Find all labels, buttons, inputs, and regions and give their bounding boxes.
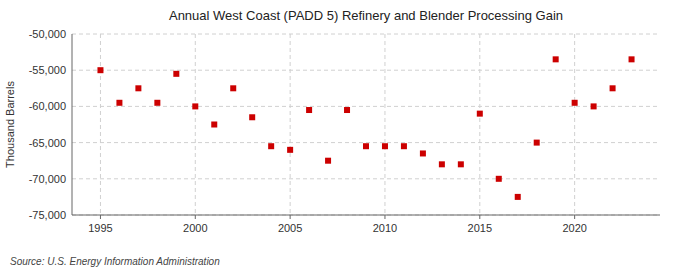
point	[287, 147, 293, 153]
point	[458, 161, 464, 167]
point	[496, 176, 502, 182]
point	[610, 85, 616, 91]
grid	[72, 34, 660, 215]
point	[268, 143, 274, 149]
source-note: Source: U.S. Energy Information Administ…	[10, 256, 220, 267]
points	[97, 56, 634, 200]
x-tick-label: 2015	[468, 222, 492, 234]
x-grid-line	[384, 34, 385, 215]
x-tick	[100, 215, 101, 219]
point	[382, 143, 388, 149]
point	[173, 71, 179, 77]
point	[97, 67, 103, 73]
x-grid-line	[574, 34, 575, 215]
point	[192, 103, 198, 109]
y-grid-line	[72, 215, 660, 216]
x-tick-label: 2005	[278, 222, 302, 234]
x-tick	[384, 215, 385, 219]
x-grid-line	[290, 34, 291, 215]
y-grid-line	[72, 178, 660, 179]
point	[325, 158, 331, 164]
y-grid-line	[72, 34, 660, 35]
point	[477, 111, 483, 117]
x-tick-label: 2000	[183, 222, 207, 234]
y-axis-label: Thousand Barrels	[4, 81, 16, 168]
point	[363, 143, 369, 149]
y-tick-label: -60,000	[29, 100, 66, 112]
y-grid-line	[72, 106, 660, 107]
point	[401, 143, 407, 149]
y-tick-label: -75,000	[29, 209, 66, 221]
y-tick-label: -65,000	[29, 137, 66, 149]
y-tick-label: -55,000	[29, 64, 66, 76]
title: Annual West Coast (PADD 5) Refinery and …	[169, 8, 563, 23]
point	[515, 194, 521, 200]
x-tick	[479, 215, 480, 219]
point	[439, 161, 445, 167]
point	[211, 122, 217, 128]
point	[154, 100, 160, 106]
x-grid-line	[479, 34, 480, 215]
x-tick	[574, 215, 575, 219]
point	[344, 107, 350, 113]
y-tick-label: -50,000	[29, 28, 66, 40]
point	[116, 100, 122, 106]
point	[534, 140, 540, 146]
point	[572, 100, 578, 106]
x-axis-line	[72, 215, 660, 216]
x-tick-label: 1995	[88, 222, 112, 234]
x-tick	[195, 215, 196, 219]
point	[553, 56, 559, 62]
y-grid-line	[72, 142, 660, 143]
x-tick-label: 2010	[373, 222, 397, 234]
y-axis-line	[72, 34, 73, 215]
point	[629, 56, 635, 62]
y-tick-label: -70,000	[29, 173, 66, 185]
point	[420, 150, 426, 156]
y-grid-line	[72, 70, 660, 71]
x-tick-label: 2020	[562, 222, 586, 234]
x-grid-line	[100, 34, 101, 215]
point	[135, 85, 141, 91]
chart: -75,000 -70,000 -65,000 -60,000 -55,000 -50,0…	[0, 0, 675, 275]
x-tick	[290, 215, 291, 219]
point	[249, 114, 255, 120]
x-grid-line	[195, 34, 196, 215]
point	[230, 85, 236, 91]
point	[591, 103, 597, 109]
point	[306, 107, 312, 113]
